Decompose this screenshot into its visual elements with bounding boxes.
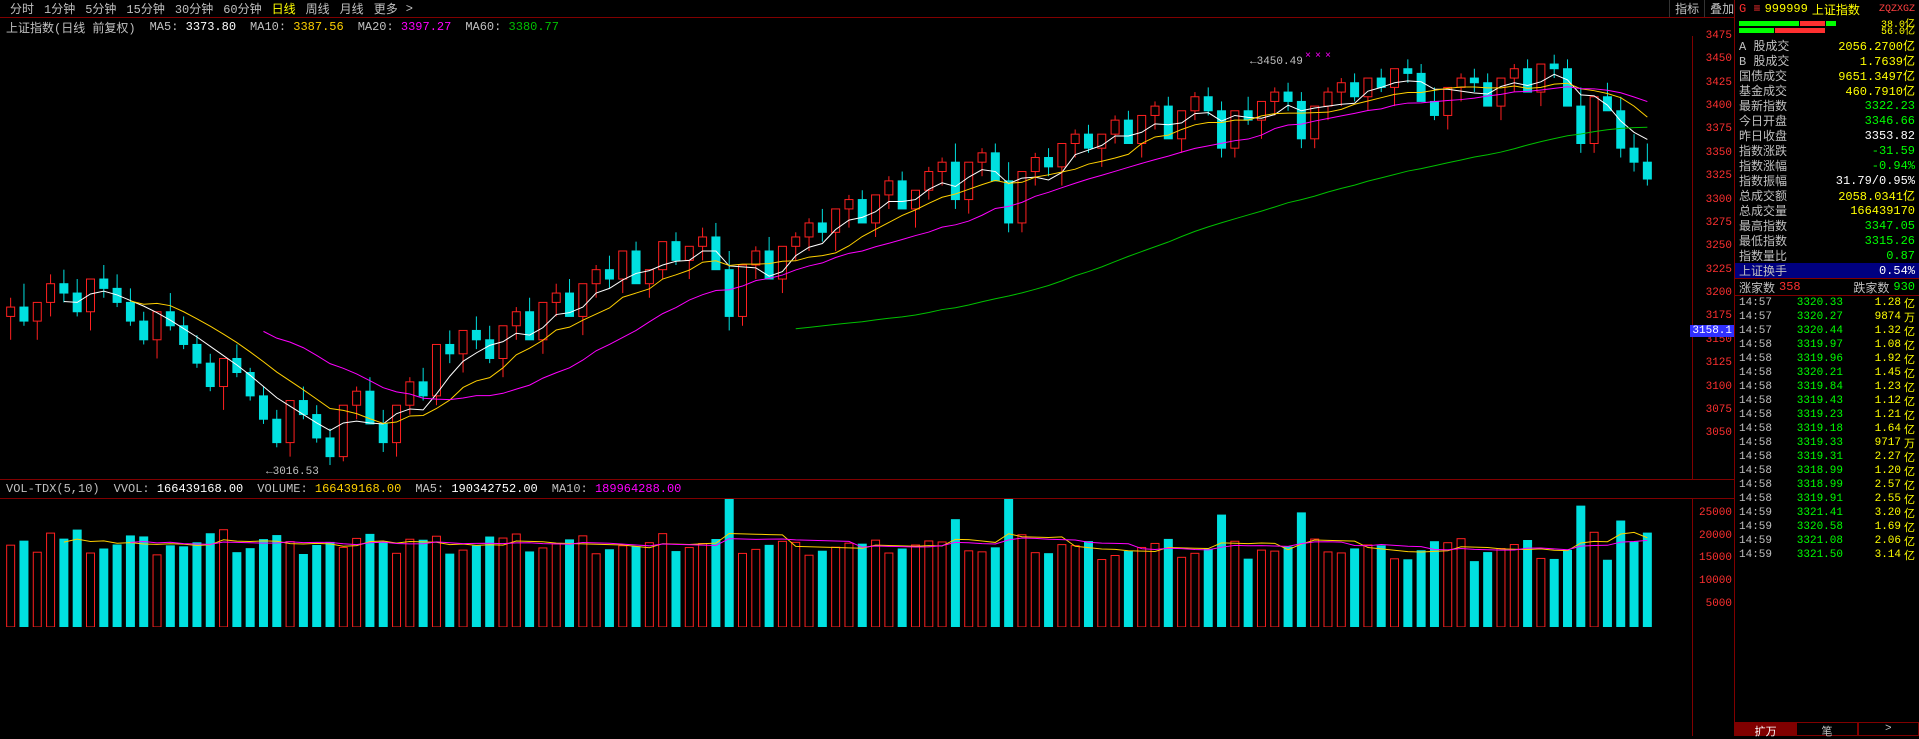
price-pane[interactable]: × × × 305030753100312531503175320032253250… — [0, 36, 1734, 480]
stat-row: 指数量比0.87 — [1735, 248, 1919, 263]
chart-area[interactable]: × × × 305030753100312531503175320032253250… — [0, 36, 1734, 736]
volume-info-bar: VOL-TDX(5,10) VVOL: 166439168.00 VOLUME:… — [0, 480, 1734, 498]
tick-row: 14:593321.503.14亿 — [1735, 548, 1919, 562]
stat-row: 最低指数3315.26 — [1735, 233, 1919, 248]
timeframe-分时[interactable]: 分时 — [6, 0, 38, 17]
low-annotation: ←3016.53 — [266, 466, 319, 478]
stat-row: 昨日收盘3353.82 — [1735, 128, 1919, 143]
tick-row: 14:593321.082.06亿 — [1735, 534, 1919, 548]
down-label: 跌家数 — [1853, 279, 1889, 296]
stat-row: 最新指数3322.23 — [1735, 98, 1919, 113]
tick-row: 14:583319.971.08亿 — [1735, 338, 1919, 352]
timeframe-15分钟[interactable]: 15分钟 — [122, 0, 168, 17]
code-prefix: G ≡ — [1739, 2, 1761, 16]
stock-name[interactable]: 上证指数 — [1812, 1, 1860, 18]
stat-row: B 股成交1.7639亿 — [1735, 53, 1919, 68]
up-down-counts: 涨家数 358 跌家数 930 — [1735, 279, 1919, 295]
tick-row: 14:583319.312.27亿 — [1735, 450, 1919, 464]
price-y-axis: 3050307531003125315031753200322532503275… — [1692, 36, 1734, 479]
tick-row: 14:583319.339717万 — [1735, 436, 1919, 450]
volume-y-axis: 500010000150002000025000 — [1692, 499, 1734, 736]
chart-title: 上证指数(日线 前复权) — [6, 19, 136, 36]
timeframe-30分钟[interactable]: 30分钟 — [171, 0, 217, 17]
volume-label: VOLUME: 166439168.00 — [257, 482, 401, 496]
tool-指标[interactable]: 指标 — [1669, 0, 1704, 17]
footer-btn-1[interactable]: 扩万 — [1735, 722, 1796, 736]
tick-row: 14:583319.231.21亿 — [1735, 408, 1919, 422]
svg-text:×: × — [1305, 51, 1311, 62]
ma5-label: MA5: 3373.80 — [150, 20, 236, 34]
high-annotation: ←3450.49 — [1250, 56, 1303, 68]
candlestick-chart[interactable]: × × × — [0, 36, 1692, 480]
stat-row: 上证换手0.54% — [1735, 263, 1919, 278]
footer-btn-3[interactable]: > — [1858, 722, 1919, 736]
footer-btn-2[interactable]: 笔 — [1796, 722, 1857, 736]
tick-row: 14:593321.413.20亿 — [1735, 506, 1919, 520]
tick-row: 14:583318.991.20亿 — [1735, 464, 1919, 478]
timeframe-更多[interactable]: 更多 — [370, 0, 402, 17]
timeframe-1分钟[interactable]: 1分钟 — [40, 0, 79, 17]
tick-row: 14:573320.331.28亿 — [1735, 296, 1919, 310]
stat-row: 指数涨幅-0.94% — [1735, 158, 1919, 173]
z-badge: ZQZXGZ — [1879, 4, 1915, 15]
ma10-label: MA10: 3387.56 — [250, 20, 344, 34]
stat-row: 国债成交9651.3497亿 — [1735, 68, 1919, 83]
stat-row: 今日开盘3346.66 — [1735, 113, 1919, 128]
timeframe-周线[interactable]: 周线 — [302, 0, 334, 17]
down-value: 930 — [1893, 280, 1915, 294]
stat-row: 总成交额2058.0341亿 — [1735, 188, 1919, 203]
vol-ma5-label: MA5: 190342752.00 — [415, 482, 537, 496]
vol-ma10-label: MA10: 189964288.00 — [552, 482, 682, 496]
panel-footer: 扩万 笔 > — [1735, 722, 1919, 736]
tick-row: 14:583319.181.64亿 — [1735, 422, 1919, 436]
tick-row: 14:583319.431.12亿 — [1735, 394, 1919, 408]
stat-row: 指数涨跌-31.59 — [1735, 143, 1919, 158]
price-info-bar: 上证指数(日线 前复权) MA5: 3373.80 MA10: 3387.56 … — [0, 18, 1919, 36]
stat-row: A 股成交2056.2700亿 — [1735, 38, 1919, 53]
top-bar: 分时1分钟5分钟15分钟30分钟60分钟日线周线月线更多 > 指标叠加画线F10… — [0, 0, 1919, 18]
svg-text:×: × — [1315, 51, 1321, 62]
stats-list: A 股成交2056.2700亿B 股成交1.7639亿国债成交9651.3497… — [1735, 38, 1919, 278]
volume-pane[interactable]: 500010000150002000025000 — [0, 498, 1734, 736]
stock-code[interactable]: 999999 — [1765, 2, 1808, 16]
vol-title: VOL-TDX(5,10) — [6, 482, 100, 496]
vvol-label: VVOL: 166439168.00 — [114, 482, 244, 496]
ratio-bars: 38.0亿 56.0亿 — [1735, 18, 1919, 38]
up-value: 358 — [1779, 280, 1801, 294]
timeframe-月线[interactable]: 月线 — [336, 0, 368, 17]
tick-row: 14:583319.841.23亿 — [1735, 380, 1919, 394]
tick-row: 14:593320.581.69亿 — [1735, 520, 1919, 534]
stat-row: 最高指数3347.05 — [1735, 218, 1919, 233]
right-panel: G ≡ 999999 上证指数 ZQZXGZ 38.0亿 56.0亿 A 股成交… — [1734, 0, 1919, 736]
tick-row: 14:583320.211.45亿 — [1735, 366, 1919, 380]
tick-row: 14:573320.441.32亿 — [1735, 324, 1919, 338]
tick-row: 14:583319.912.55亿 — [1735, 492, 1919, 506]
stat-row: 总成交量166439170 — [1735, 203, 1919, 218]
up-label: 涨家数 — [1739, 279, 1775, 296]
timeframe-list: 分时1分钟5分钟15分钟30分钟60分钟日线周线月线更多 — [0, 0, 402, 17]
tick-row: 14:583318.992.57亿 — [1735, 478, 1919, 492]
timeframe-60分钟[interactable]: 60分钟 — [219, 0, 265, 17]
stat-row: 指数振幅31.79/0.95% — [1735, 173, 1919, 188]
tick-row: 14:573320.279874万 — [1735, 310, 1919, 324]
ma60-label: MA60: 3380.77 — [465, 20, 559, 34]
svg-text:×: × — [1325, 51, 1331, 62]
stat-row: 基金成交460.7910亿 — [1735, 83, 1919, 98]
volume-chart[interactable] — [0, 499, 1692, 627]
tick-list[interactable]: 14:573320.331.28亿14:573320.279874万14:573… — [1735, 296, 1919, 562]
timeframe-日线[interactable]: 日线 — [268, 0, 300, 17]
more-icon[interactable]: > — [402, 2, 417, 16]
ma20-label: MA20: 3397.27 — [358, 20, 452, 34]
timeframe-5分钟[interactable]: 5分钟 — [81, 0, 120, 17]
tick-row: 14:583319.961.92亿 — [1735, 352, 1919, 366]
